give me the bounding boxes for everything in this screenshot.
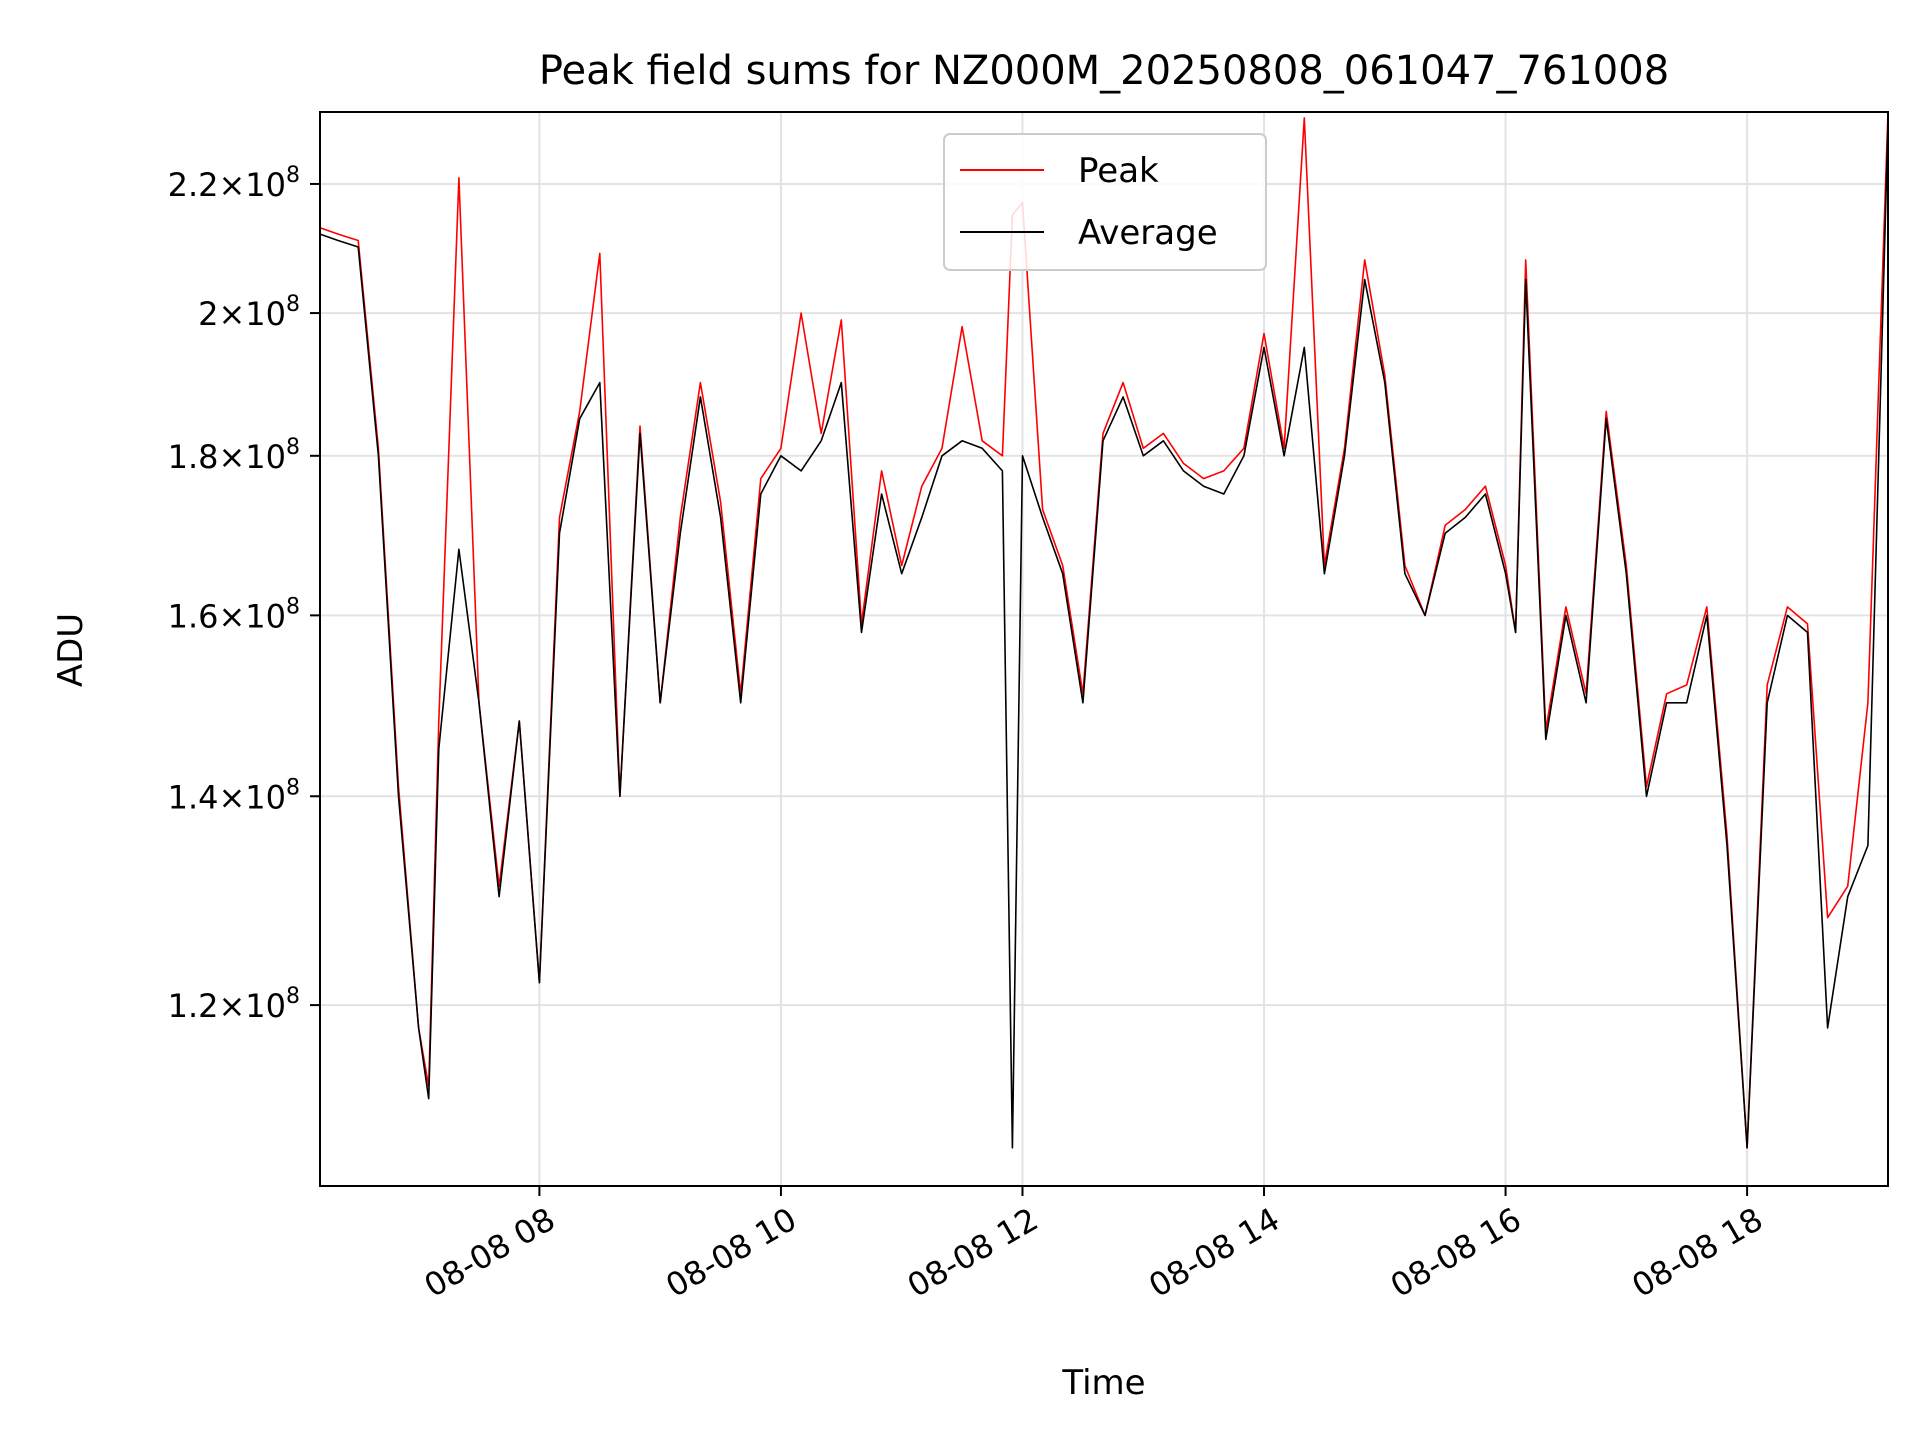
plot-frame xyxy=(319,111,1889,1187)
legend-box xyxy=(943,133,1267,271)
series-average xyxy=(319,123,1889,1149)
y-tick-label: 2.2×108 xyxy=(168,163,300,204)
x-axis-label: Time xyxy=(1061,1363,1145,1403)
y-tick-label: 1.6×108 xyxy=(168,594,300,635)
legend: Peak Average xyxy=(943,133,1267,271)
y-tick-label: 1.2×108 xyxy=(168,984,300,1025)
y-axis: 1.2×108 1.4×108 1.6×108 1.8×108 2×108 2.2×108 xyxy=(168,163,320,1025)
y-tick-label: 2×108 xyxy=(198,292,300,333)
y-axis-label: ADU xyxy=(51,613,91,687)
y-tick-label: 1.4×108 xyxy=(168,775,300,816)
legend-label-peak: Peak xyxy=(1078,151,1159,191)
legend-label-average: Average xyxy=(1078,213,1218,253)
average-line xyxy=(319,123,1889,1149)
y-tick-label: 1.8×108 xyxy=(168,435,300,476)
chart-title: Peak field sums for NZ000M_20250808_0610… xyxy=(539,48,1669,94)
grid xyxy=(320,112,1888,1186)
